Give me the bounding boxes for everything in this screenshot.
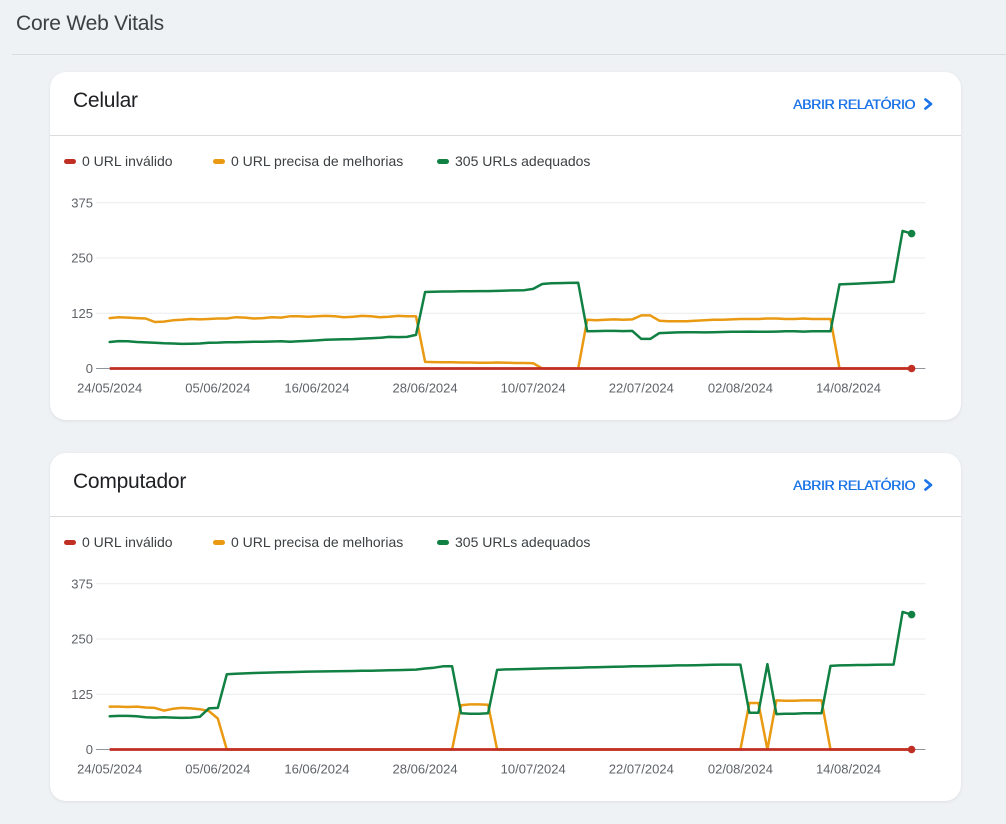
- svg-text:02/08/2024: 02/08/2024: [708, 381, 773, 396]
- svg-text:14/08/2024: 14/08/2024: [816, 381, 881, 396]
- svg-text:16/06/2024: 16/06/2024: [284, 762, 349, 777]
- svg-text:22/07/2024: 22/07/2024: [609, 762, 674, 777]
- svg-text:125: 125: [71, 306, 93, 321]
- svg-text:125: 125: [71, 687, 93, 702]
- svg-text:28/06/2024: 28/06/2024: [393, 381, 458, 396]
- svg-text:16/06/2024: 16/06/2024: [284, 381, 349, 396]
- svg-text:02/08/2024: 02/08/2024: [708, 762, 773, 777]
- svg-text:0: 0: [86, 742, 93, 757]
- svg-text:10/07/2024: 10/07/2024: [501, 381, 566, 396]
- svg-text:28/06/2024: 28/06/2024: [393, 762, 458, 777]
- svg-text:0: 0: [86, 361, 93, 376]
- svg-text:250: 250: [71, 251, 93, 266]
- svg-text:22/07/2024: 22/07/2024: [609, 381, 674, 396]
- svg-text:24/05/2024: 24/05/2024: [77, 762, 142, 777]
- svg-text:375: 375: [71, 195, 93, 210]
- svg-text:05/06/2024: 05/06/2024: [185, 381, 250, 396]
- svg-text:10/07/2024: 10/07/2024: [501, 762, 566, 777]
- svg-text:14/08/2024: 14/08/2024: [816, 762, 881, 777]
- svg-text:250: 250: [71, 632, 93, 647]
- svg-text:24/05/2024: 24/05/2024: [77, 381, 142, 396]
- svg-text:375: 375: [71, 576, 93, 591]
- svg-text:05/06/2024: 05/06/2024: [185, 762, 250, 777]
